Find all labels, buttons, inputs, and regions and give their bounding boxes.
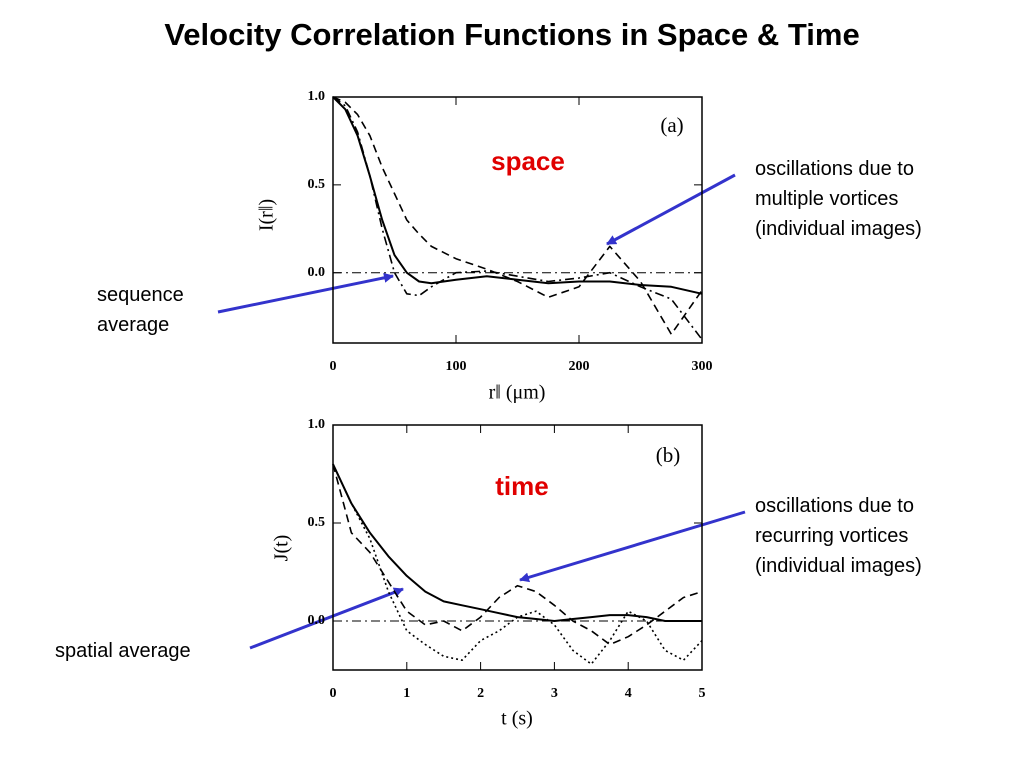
x-tick-label: 2 xyxy=(477,686,484,701)
data-line xyxy=(332,96,703,335)
arrow xyxy=(519,510,746,583)
annotation-line: oscillations due to xyxy=(755,158,914,180)
annotation-line: (individual images) xyxy=(755,555,922,577)
arrow xyxy=(606,173,736,246)
data-line xyxy=(332,96,703,340)
y-tick-label: 0.5 xyxy=(308,515,326,530)
slide-title: Velocity Correlation Functions in Space … xyxy=(164,17,859,52)
x-tick-label: 3 xyxy=(551,686,558,701)
annotation-line: sequence xyxy=(97,284,184,306)
x-tick-label: 0 xyxy=(330,686,337,701)
annotation: space xyxy=(491,146,565,176)
x-tick-label: 5 xyxy=(699,686,706,701)
x-tick-label: 0 xyxy=(330,359,337,374)
annotation-line: average xyxy=(97,314,169,336)
annotation-line: oscillations due to xyxy=(755,495,914,517)
data-line xyxy=(332,463,702,622)
y-tick-label: 1.0 xyxy=(308,89,326,104)
x-tick-label: 4 xyxy=(625,686,632,701)
data-line xyxy=(332,463,703,646)
arrow xyxy=(217,272,394,314)
x-tick-label: 200 xyxy=(569,359,590,374)
annotation: (b) xyxy=(656,443,681,467)
x-axis-label: r‖ (μm) xyxy=(489,382,546,404)
plot-frame xyxy=(332,96,703,344)
annotation: sequence average xyxy=(97,284,184,336)
annotation-line: multiple vortices xyxy=(755,188,898,210)
x-tick-label: 100 xyxy=(446,359,467,374)
annotation: oscillations due to recurring vortices (in… xyxy=(755,495,922,577)
annotation-line: (individual images) xyxy=(755,218,922,240)
x-axis-label: t (s) xyxy=(501,708,533,730)
y-axis-label: J(t) xyxy=(271,535,293,562)
annotation: time xyxy=(495,471,548,501)
annotation: spatial average xyxy=(55,640,191,662)
x-tick-label: 1 xyxy=(403,686,410,701)
y-tick-label: 0.0 xyxy=(308,613,326,628)
x-tick-label: 300 xyxy=(692,359,713,374)
annotation-line: spatial average xyxy=(55,640,191,662)
plot-frame xyxy=(332,424,703,671)
y-tick-label: 0.0 xyxy=(308,265,326,280)
data-line xyxy=(332,96,703,295)
arrow xyxy=(249,587,404,650)
annotation: (a) xyxy=(660,113,683,137)
annotation-line: recurring vortices xyxy=(755,525,908,547)
y-tick-label: 1.0 xyxy=(308,417,326,432)
y-axis-label: I(r‖) xyxy=(256,199,278,231)
y-tick-label: 0.5 xyxy=(308,177,326,192)
annotation: oscillations due to multiple vortices (ind… xyxy=(755,158,922,240)
